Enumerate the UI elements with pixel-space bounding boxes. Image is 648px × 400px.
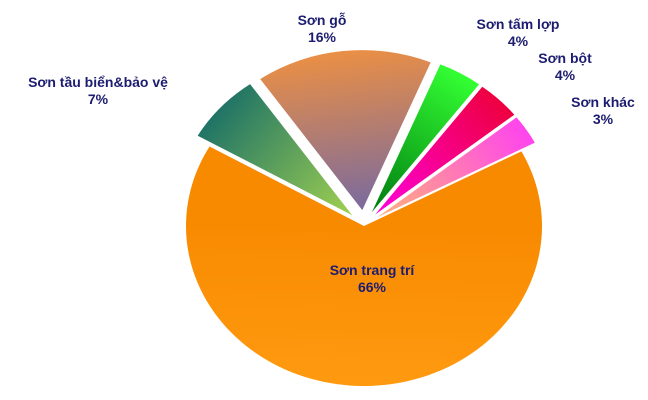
slice-label: Sơn khác	[571, 94, 635, 110]
label-son-go: Sơn gỗ 16%	[298, 12, 347, 46]
pie-slice	[375, 86, 515, 215]
label-son-tau-bien: Sơn tầu biển&bảo vệ 7%	[28, 74, 168, 108]
pie-slice	[377, 117, 535, 218]
label-son-tam-lop: Sơn tấm lợp 4%	[477, 16, 560, 50]
slice-value: 3%	[592, 111, 614, 127]
pie-slice	[371, 64, 480, 213]
label-son-khac: Sơn khác 3%	[571, 94, 635, 128]
slice-value: 4%	[554, 67, 576, 83]
slice-value: 7%	[87, 91, 109, 107]
pie-slice	[197, 84, 353, 216]
label-son-trang-tri: Sơn trang trí 66%	[330, 262, 415, 296]
pie-slice	[260, 50, 431, 211]
slice-value: 16%	[307, 29, 337, 45]
slice-label: Sơn tấm lợp	[476, 16, 560, 32]
slice-label: Sơn tầu biển&bảo vệ	[28, 74, 168, 90]
slice-value: 4%	[507, 33, 529, 49]
slice-label: Sơn trang trí	[329, 262, 415, 278]
slice-label: Sơn bột	[538, 50, 592, 66]
slice-value: 66%	[357, 279, 387, 295]
slice-label: Sơn gỗ	[297, 12, 347, 28]
label-son-bot: Sơn bột 4%	[538, 50, 592, 84]
pie-slice	[185, 146, 542, 386]
